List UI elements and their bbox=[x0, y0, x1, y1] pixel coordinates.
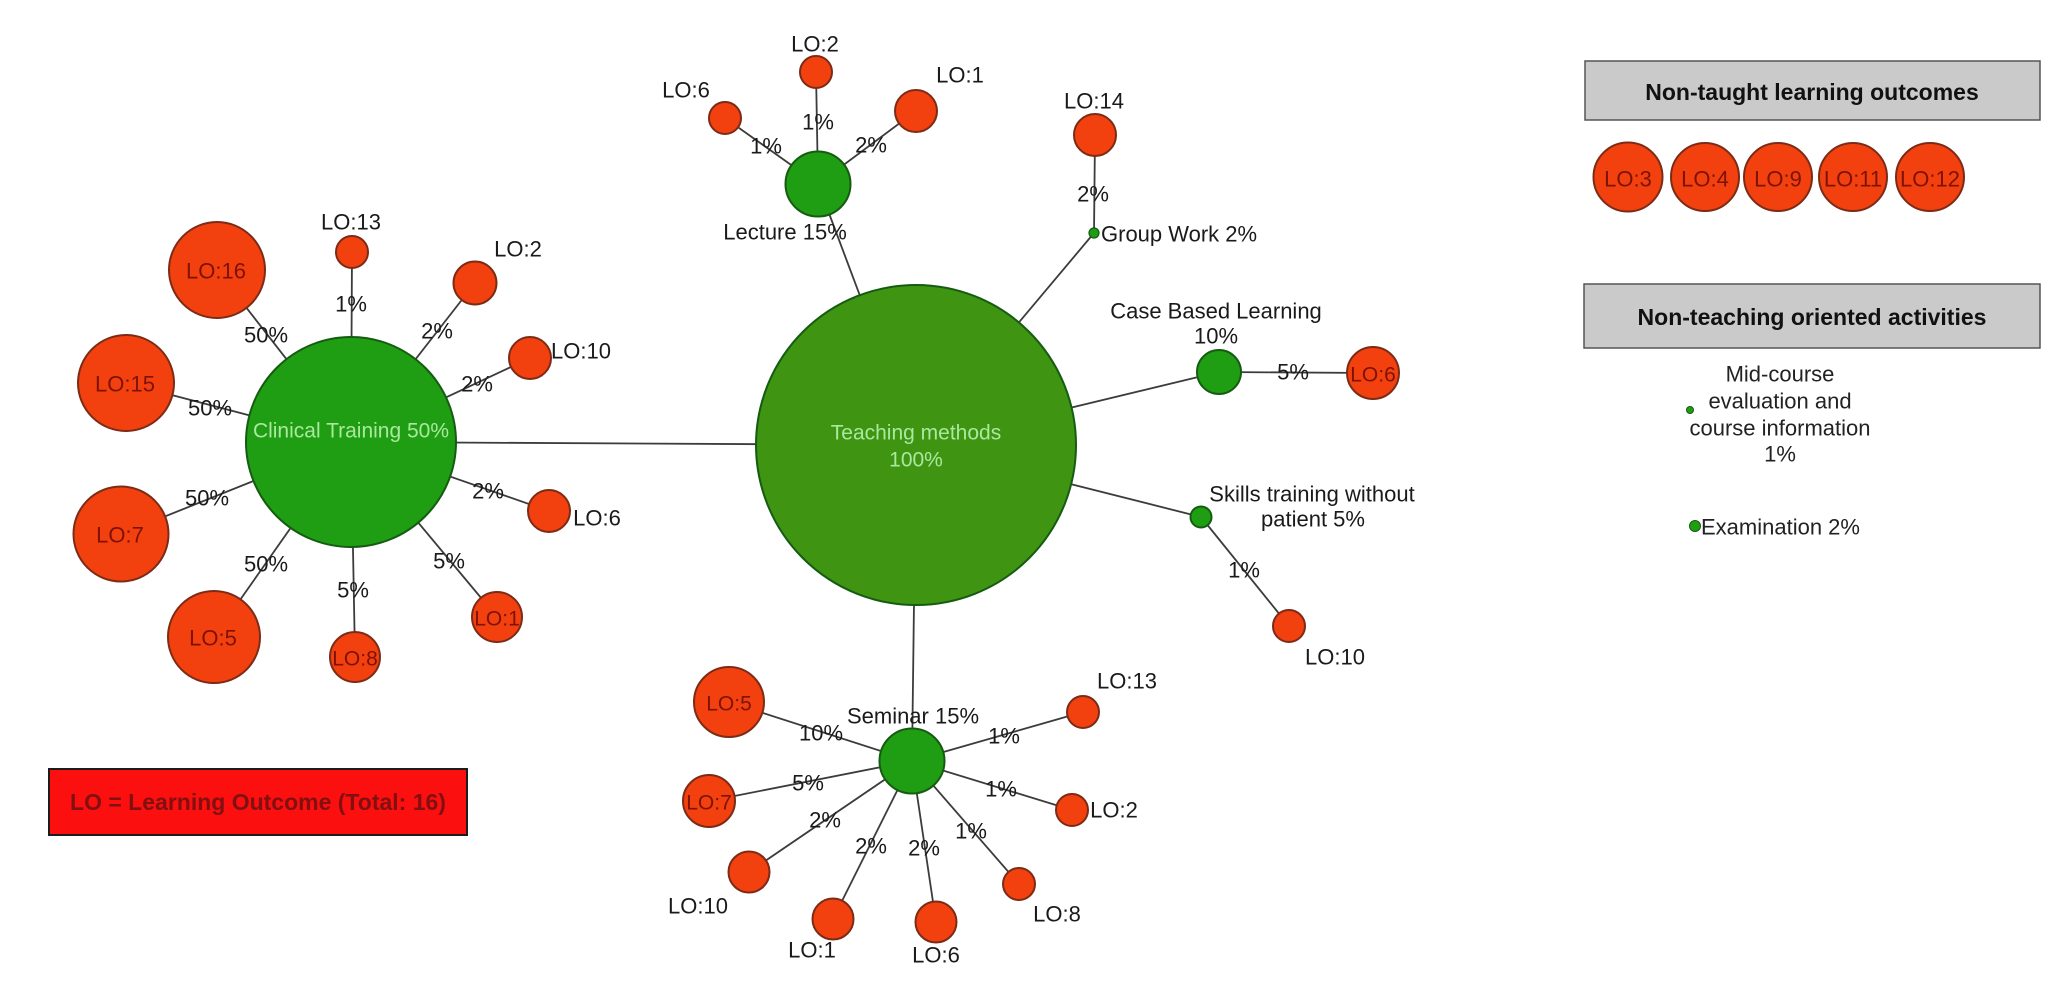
svg-text:LO:2: LO:2 bbox=[791, 32, 839, 57]
svg-text:5%: 5% bbox=[337, 578, 369, 603]
svg-text:50%: 50% bbox=[188, 396, 232, 421]
svg-text:1%: 1% bbox=[750, 134, 782, 159]
svg-text:2%: 2% bbox=[472, 479, 504, 504]
svg-text:5%: 5% bbox=[792, 771, 824, 796]
svg-text:patient 5%: patient 5% bbox=[1261, 507, 1365, 532]
svg-text:50%: 50% bbox=[244, 323, 288, 348]
svg-text:LO:10: LO:10 bbox=[551, 339, 611, 364]
svg-text:LO:6: LO:6 bbox=[912, 943, 960, 968]
svg-text:LO:3: LO:3 bbox=[1604, 167, 1652, 192]
svg-text:2%: 2% bbox=[855, 834, 887, 859]
svg-text:50%: 50% bbox=[185, 486, 229, 511]
svg-text:LO:8: LO:8 bbox=[332, 647, 378, 670]
svg-text:2%: 2% bbox=[855, 133, 887, 158]
svg-text:2%: 2% bbox=[1077, 182, 1109, 207]
svg-text:LO:10: LO:10 bbox=[1305, 645, 1365, 670]
svg-text:1%: 1% bbox=[1228, 558, 1260, 583]
svg-text:Case Based Learning: Case Based Learning bbox=[1110, 299, 1322, 324]
svg-text:LO:6: LO:6 bbox=[573, 506, 621, 531]
svg-text:LO:8: LO:8 bbox=[1033, 902, 1081, 927]
svg-text:2%: 2% bbox=[461, 372, 493, 397]
svg-text:5%: 5% bbox=[1277, 360, 1309, 385]
svg-text:LO:2: LO:2 bbox=[494, 237, 542, 262]
svg-text:LO:1: LO:1 bbox=[788, 938, 836, 963]
svg-text:LO:13: LO:13 bbox=[321, 210, 381, 235]
svg-text:5%: 5% bbox=[433, 549, 465, 574]
svg-text:LO = Learning Outcome (Total:: LO = Learning Outcome (Total: 16) bbox=[70, 789, 446, 815]
svg-text:Teaching methods: Teaching methods bbox=[831, 421, 1001, 444]
svg-text:LO:13: LO:13 bbox=[1097, 669, 1157, 694]
svg-text:1%: 1% bbox=[955, 819, 987, 844]
svg-text:Non-taught learning outcomes: Non-taught learning outcomes bbox=[1645, 79, 1979, 105]
svg-text:10%: 10% bbox=[1194, 324, 1238, 349]
svg-text:LO:5: LO:5 bbox=[706, 692, 752, 715]
svg-text:LO:2: LO:2 bbox=[1090, 798, 1138, 823]
svg-text:Group Work 2%: Group Work 2% bbox=[1101, 222, 1257, 247]
svg-text:100%: 100% bbox=[889, 448, 943, 471]
svg-text:course information: course information bbox=[1690, 416, 1871, 441]
svg-text:LO:5: LO:5 bbox=[189, 626, 237, 651]
svg-text:1%: 1% bbox=[335, 292, 367, 317]
svg-text:Mid-course: Mid-course bbox=[1726, 362, 1835, 387]
svg-text:LO:11: LO:11 bbox=[1824, 167, 1882, 192]
svg-text:LO:1: LO:1 bbox=[474, 607, 520, 630]
svg-text:1%: 1% bbox=[988, 724, 1020, 749]
svg-text:LO:15: LO:15 bbox=[95, 372, 155, 397]
svg-text:2%: 2% bbox=[809, 808, 841, 833]
svg-text:Clinical Training 50%: Clinical Training 50% bbox=[253, 419, 449, 442]
svg-text:LO:6: LO:6 bbox=[662, 78, 710, 103]
svg-text:Lecture 15%: Lecture 15% bbox=[723, 220, 847, 245]
svg-text:10%: 10% bbox=[799, 721, 843, 746]
svg-text:2%: 2% bbox=[908, 836, 940, 861]
svg-text:LO:10: LO:10 bbox=[668, 894, 728, 919]
svg-text:LO:16: LO:16 bbox=[186, 259, 246, 284]
svg-text:1%: 1% bbox=[985, 777, 1017, 802]
svg-text:2%: 2% bbox=[421, 319, 453, 344]
svg-text:LO:9: LO:9 bbox=[1754, 167, 1802, 192]
svg-text:LO:6: LO:6 bbox=[1350, 363, 1396, 386]
svg-text:Skills training without: Skills training without bbox=[1209, 482, 1414, 507]
svg-text:LO:7: LO:7 bbox=[96, 523, 144, 548]
svg-text:LO:7: LO:7 bbox=[686, 791, 732, 814]
svg-text:Seminar 15%: Seminar 15% bbox=[847, 704, 979, 729]
svg-text:LO:14: LO:14 bbox=[1064, 89, 1124, 114]
svg-text:1%: 1% bbox=[802, 110, 834, 135]
svg-text:50%: 50% bbox=[244, 552, 288, 577]
svg-text:LO:4: LO:4 bbox=[1681, 167, 1729, 192]
svg-text:LO:1: LO:1 bbox=[936, 63, 984, 88]
svg-text:LO:12: LO:12 bbox=[1900, 167, 1960, 192]
svg-text:1%: 1% bbox=[1764, 442, 1796, 467]
svg-text:Examination 2%: Examination 2% bbox=[1701, 515, 1860, 540]
svg-text:evaluation and: evaluation and bbox=[1708, 389, 1851, 414]
svg-text:Non-teaching oriented activiti: Non-teaching oriented activities bbox=[1638, 304, 1987, 330]
